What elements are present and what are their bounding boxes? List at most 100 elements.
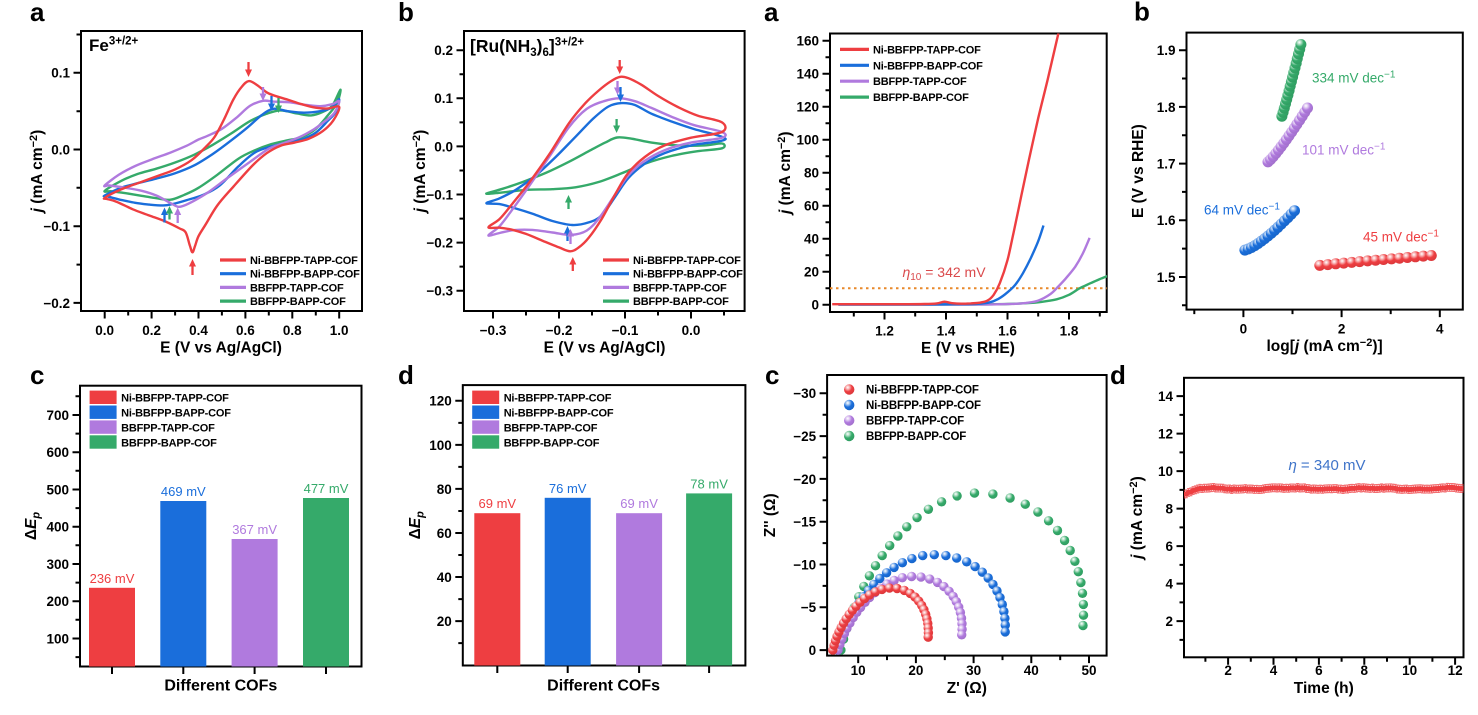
svg-text:Ni-BBFPP-BAPP-COF: Ni-BBFPP-BAPP-COF xyxy=(866,400,981,412)
svg-text:BBFPP-TAPP-COF: BBFPP-TAPP-COF xyxy=(633,282,727,294)
svg-text:140: 140 xyxy=(796,67,819,82)
svg-text:BBFPP-TAPP-COF: BBFPP-TAPP-COF xyxy=(121,422,215,434)
svg-text:BBFPP-TAPP-COF: BBFPP-TAPP-COF xyxy=(873,76,967,88)
svg-text:E (V vs Ag/AgCl): E (V vs Ag/AgCl) xyxy=(160,340,282,357)
svg-text:Ni-BBFPP-TAPP-COF: Ni-BBFPP-TAPP-COF xyxy=(866,385,979,397)
svg-text:[Ru(NH3)6]3+/2+: [Ru(NH3)6]3+/2+ xyxy=(470,36,584,59)
svg-text:Ni-BBFPP-TAPP-COF: Ni-BBFPP-TAPP-COF xyxy=(633,255,741,267)
svg-text:8: 8 xyxy=(1165,501,1173,516)
svg-text:BBFPP-BAPP-COF: BBFPP-BAPP-COF xyxy=(633,296,729,308)
svg-text:BBFPP-BAPP-COF: BBFPP-BAPP-COF xyxy=(250,296,346,308)
svg-text:1.5: 1.5 xyxy=(1157,270,1176,285)
svg-text:600: 600 xyxy=(46,445,69,460)
svg-text:1.4: 1.4 xyxy=(937,324,956,339)
svg-text:BBFPP-TAPP-COF: BBFPP-TAPP-COF xyxy=(504,422,598,434)
svg-text:−20: −20 xyxy=(793,472,816,487)
svg-text:1.6: 1.6 xyxy=(998,324,1017,339)
svg-text:64 mV dec−1: 64 mV dec−1 xyxy=(1204,202,1280,218)
svg-text:12: 12 xyxy=(1448,663,1463,678)
svg-text:1.8: 1.8 xyxy=(1157,100,1176,115)
svg-text:E (V vs RHE): E (V vs RHE) xyxy=(1130,124,1147,218)
svg-text:14: 14 xyxy=(1158,389,1174,404)
svg-text:0.2: 0.2 xyxy=(142,323,161,338)
svg-text:100: 100 xyxy=(796,133,819,148)
svg-text:−0.2: −0.2 xyxy=(426,235,453,250)
svg-text:4: 4 xyxy=(1165,576,1173,591)
svg-text:−10: −10 xyxy=(793,557,816,572)
svg-text:1.9: 1.9 xyxy=(1157,43,1176,58)
svg-text:a: a xyxy=(30,0,45,27)
svg-text:80: 80 xyxy=(804,166,819,181)
svg-text:69 mV: 69 mV xyxy=(479,496,517,511)
svg-text:1.2: 1.2 xyxy=(875,324,894,339)
svg-text:Ni-BBFPP-BAPP-COF: Ni-BBFPP-BAPP-COF xyxy=(873,60,983,72)
svg-text:78 mV: 78 mV xyxy=(690,476,728,491)
svg-text:20: 20 xyxy=(437,614,452,629)
svg-text:1.8: 1.8 xyxy=(1060,324,1079,339)
svg-text:−0.1: −0.1 xyxy=(43,219,70,234)
svg-text:2: 2 xyxy=(1338,322,1346,337)
svg-text:45 mV dec−1: 45 mV dec−1 xyxy=(1363,229,1439,245)
svg-text:1.0: 1.0 xyxy=(330,323,349,338)
svg-text:160: 160 xyxy=(796,34,819,49)
svg-text:Ni-BBFPP-TAPP-COF: Ni-BBFPP-TAPP-COF xyxy=(250,255,358,267)
svg-text:η10 = 342 mV: η10 = 342 mV xyxy=(902,264,986,283)
svg-text:69 mV: 69 mV xyxy=(620,496,658,511)
svg-text:10: 10 xyxy=(1158,464,1173,479)
svg-text:334 mV dec−1: 334 mV dec−1 xyxy=(1312,70,1396,86)
svg-text:0.4: 0.4 xyxy=(189,323,208,338)
svg-text:4: 4 xyxy=(1436,322,1444,337)
svg-text:4: 4 xyxy=(1270,663,1278,678)
svg-text:0.0: 0.0 xyxy=(51,142,70,157)
svg-text:477 mV: 477 mV xyxy=(304,481,349,496)
svg-text:300: 300 xyxy=(46,557,69,572)
svg-text:−5: −5 xyxy=(801,600,817,615)
svg-text:ΔEp: ΔEp xyxy=(407,511,427,539)
svg-text:BBFPP-BAPP-COF: BBFPP-BAPP-COF xyxy=(121,437,217,449)
svg-text:−0.3: −0.3 xyxy=(480,323,507,338)
svg-text:367 mV: 367 mV xyxy=(232,522,277,537)
svg-text:b: b xyxy=(398,0,414,27)
svg-text:−0.2: −0.2 xyxy=(43,296,70,311)
svg-text:Z'' (Ω): Z'' (Ω) xyxy=(762,493,779,537)
svg-text:Different COFs: Different COFs xyxy=(547,678,660,695)
svg-text:20: 20 xyxy=(908,663,923,678)
svg-text:0.0: 0.0 xyxy=(95,323,114,338)
svg-text:10: 10 xyxy=(1402,663,1417,678)
svg-text:30: 30 xyxy=(966,663,981,678)
svg-text:Ni-BBFPP-TAPP-COF: Ni-BBFPP-TAPP-COF xyxy=(504,393,612,405)
svg-text:200: 200 xyxy=(46,594,69,609)
svg-text:2: 2 xyxy=(1165,614,1173,629)
svg-text:Ni-BBFPP-TAPP-COF: Ni-BBFPP-TAPP-COF xyxy=(873,44,981,56)
svg-text:0: 0 xyxy=(811,298,819,313)
svg-text:0.1: 0.1 xyxy=(51,66,70,81)
svg-text:d: d xyxy=(1110,360,1126,390)
svg-text:−30: −30 xyxy=(793,386,816,401)
svg-text:120: 120 xyxy=(429,394,452,409)
svg-text:Ni-BBFPP-TAPP-COF: Ni-BBFPP-TAPP-COF xyxy=(121,393,229,405)
svg-text:log[j (mA cm−2)]: log[j (mA cm−2)] xyxy=(1267,337,1383,355)
svg-text:BBFPP-TAPP-COF: BBFPP-TAPP-COF xyxy=(866,416,964,428)
svg-text:Fe3+/2+: Fe3+/2+ xyxy=(89,36,139,56)
svg-text:BBFPP-BAPP-COF: BBFPP-BAPP-COF xyxy=(866,431,966,443)
svg-text:Z' (Ω): Z' (Ω) xyxy=(947,680,987,697)
svg-text:j (mA cm−2): j (mA cm−2) xyxy=(411,130,429,215)
svg-text:−0.3: −0.3 xyxy=(426,284,453,299)
svg-text:1.7: 1.7 xyxy=(1157,156,1176,171)
svg-text:120: 120 xyxy=(796,100,819,115)
svg-text:η = 340 mV: η = 340 mV xyxy=(1288,457,1365,474)
svg-text:469 mV: 469 mV xyxy=(161,484,206,499)
svg-text:Ni-BBFPP-BAPP-COF: Ni-BBFPP-BAPP-COF xyxy=(121,407,231,419)
svg-text:76 mV: 76 mV xyxy=(549,481,587,496)
svg-text:j (mA cm−2): j (mA cm−2) xyxy=(28,130,46,215)
svg-text:700: 700 xyxy=(46,408,69,423)
svg-text:E (V vs RHE): E (V vs RHE) xyxy=(921,340,1015,357)
svg-text:−0.1: −0.1 xyxy=(612,323,639,338)
svg-text:50: 50 xyxy=(1081,663,1096,678)
svg-text:−25: −25 xyxy=(793,429,816,444)
svg-text:E (V vs Ag/AgCl): E (V vs Ag/AgCl) xyxy=(544,340,666,357)
svg-text:Ni-BBFPP-BAPP-COF: Ni-BBFPP-BAPP-COF xyxy=(504,407,614,419)
svg-text:0: 0 xyxy=(1240,322,1248,337)
svg-text:100: 100 xyxy=(429,438,452,453)
svg-text:400: 400 xyxy=(46,520,69,535)
